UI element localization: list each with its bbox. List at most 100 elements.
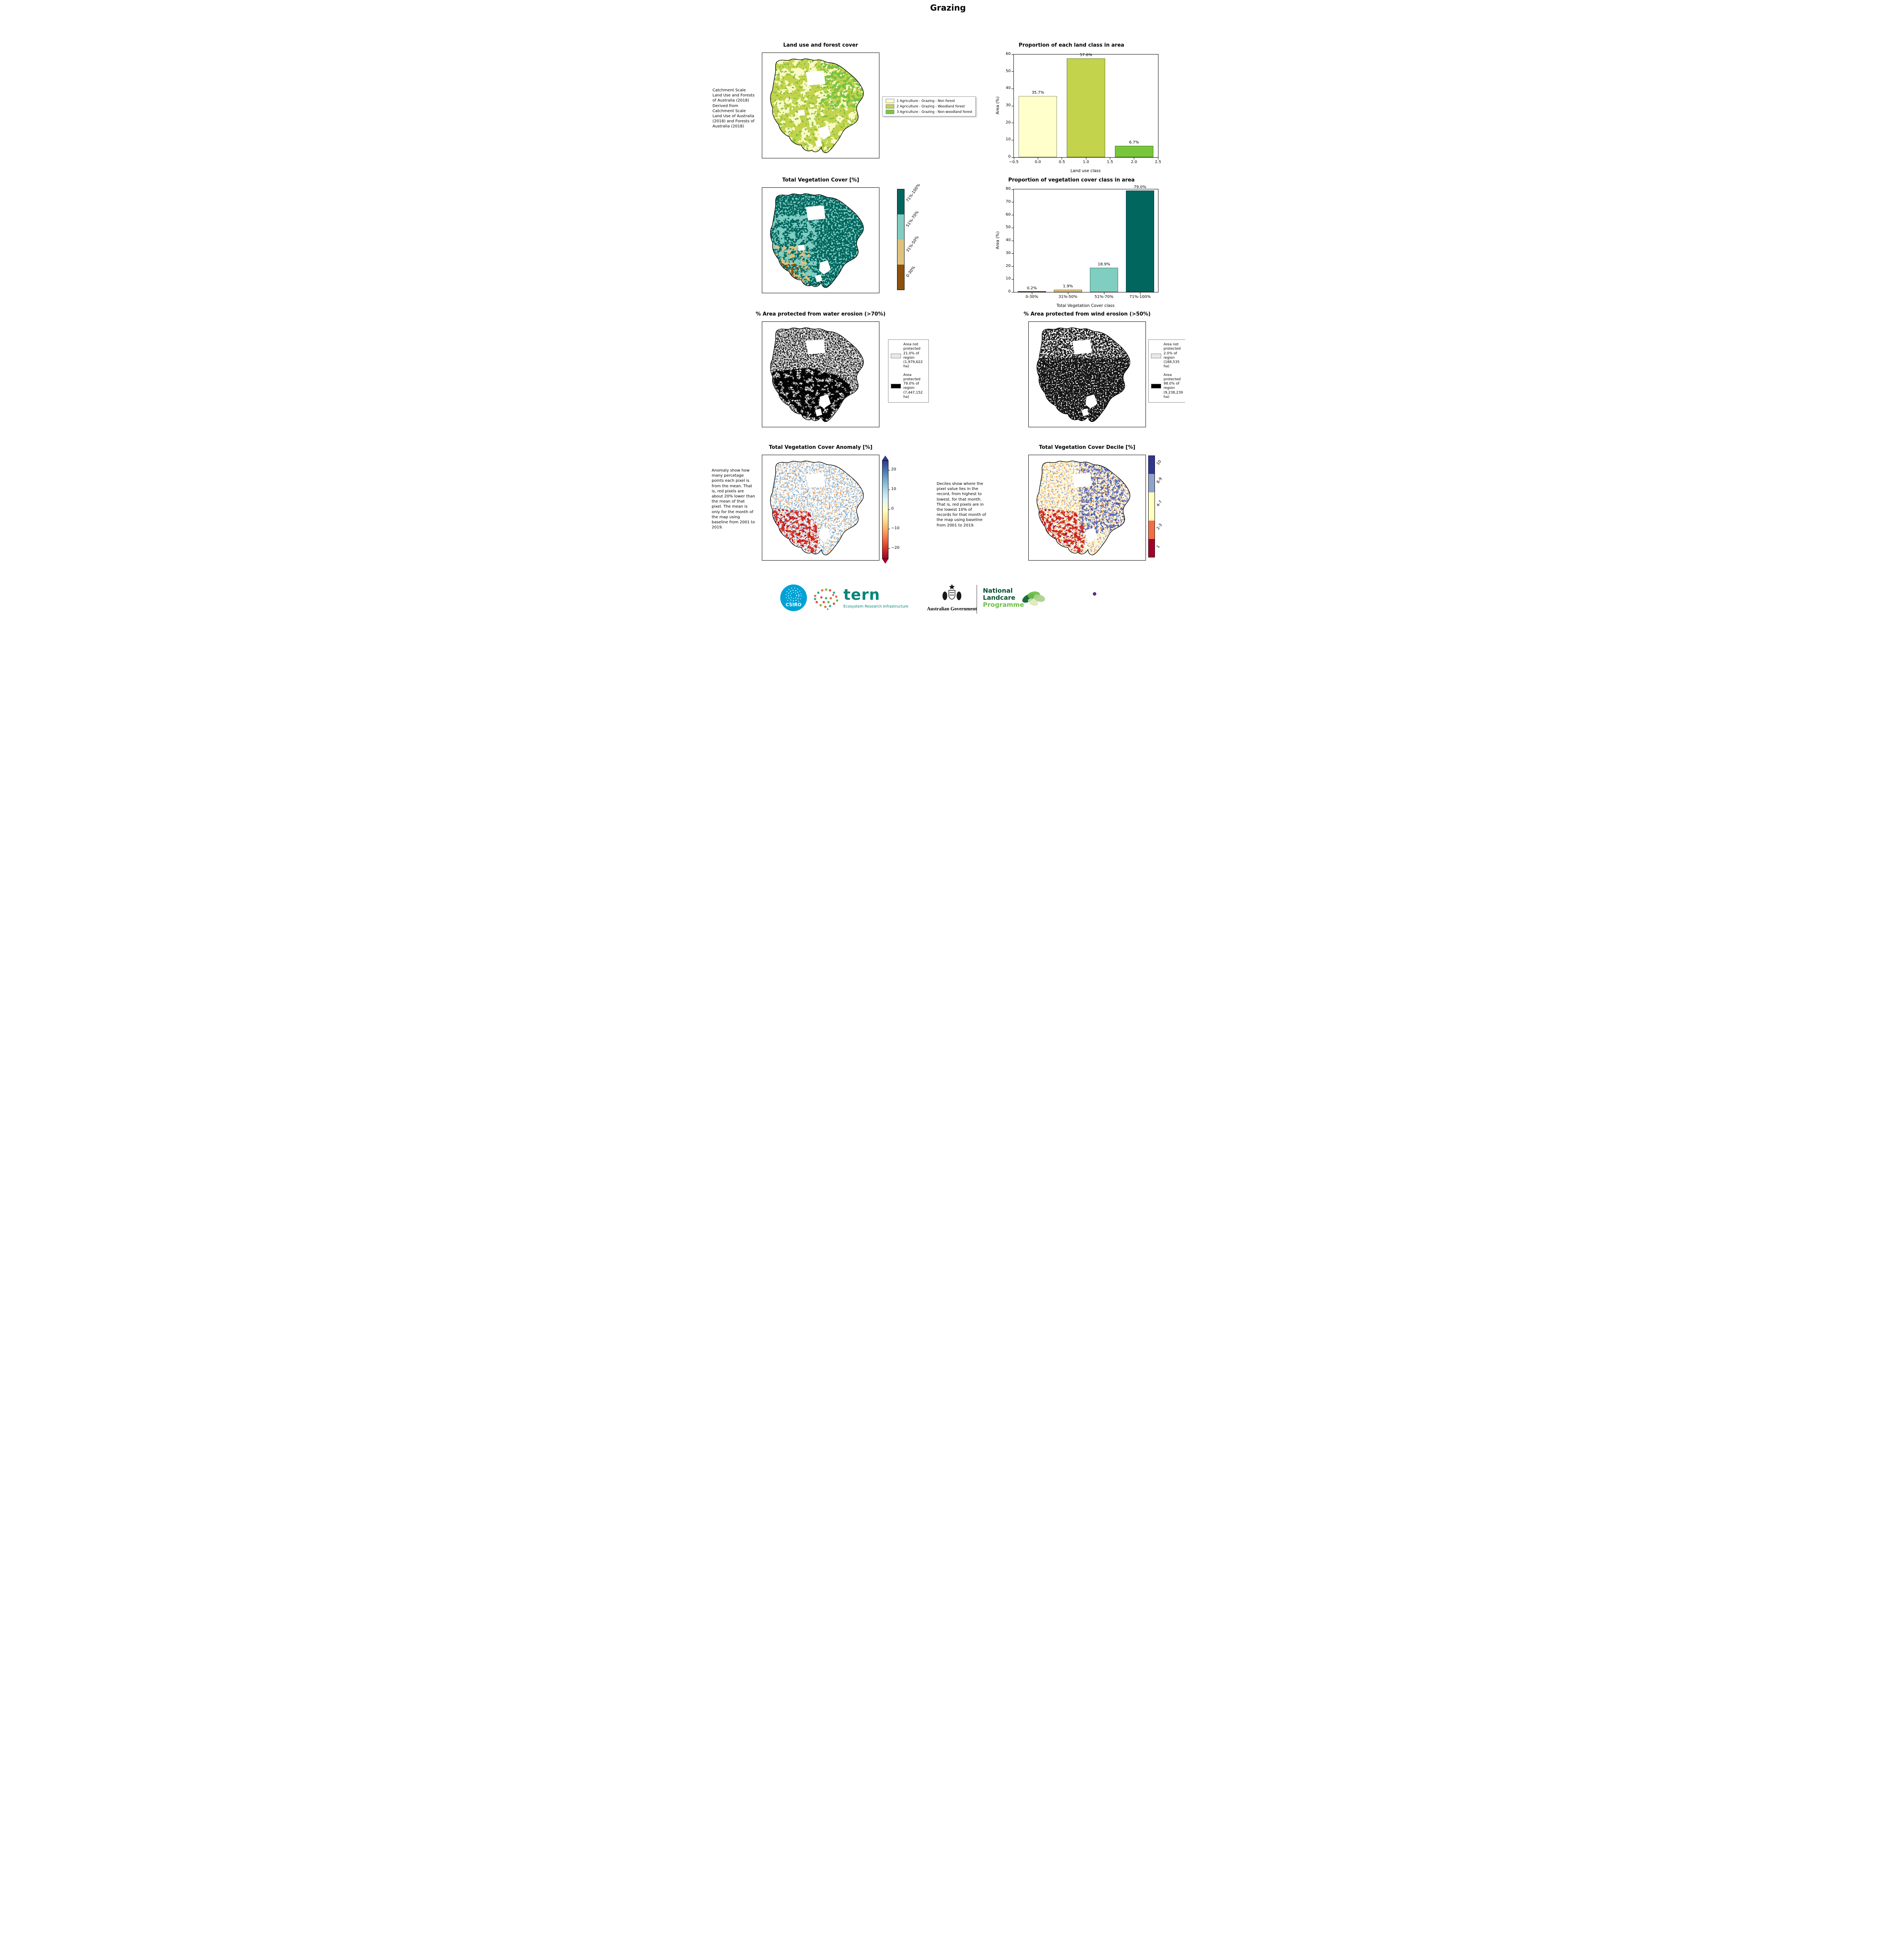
x-tick-label: 0-30%	[1025, 295, 1039, 299]
legend-label: 2 Agriculture - Grazing - Woodland fores…	[897, 104, 965, 109]
land-class-chart: Area (%) 0 10 20 30 40 50 60 −0.5 0.0 0.5 1.0 1.5 2.…	[986, 52, 1161, 185]
footer-logos: CSIRO tern Ecosystem Research Infrastruc…	[711, 583, 1185, 619]
nsw-government-sublabel: GOVERNMENT	[1084, 610, 1106, 612]
legend-entry: Area not protected 21.0% of region (1,97…	[891, 343, 926, 369]
landcare-line-2: Landcare	[983, 593, 1015, 601]
colorbar-tick-label: 10	[891, 487, 896, 491]
bar-value-label: 35.7%	[1031, 91, 1044, 95]
colorbar-arrow-down	[882, 559, 888, 564]
water-erosion-map-title: % Area protected from water erosion (>70…	[756, 311, 886, 317]
colorbar-label: 0-30%	[905, 265, 916, 278]
y-tick-label: 0	[1008, 289, 1011, 294]
colorbar-tick	[888, 509, 890, 510]
bar-value-label: 0.2%	[1027, 286, 1037, 291]
bar	[1066, 58, 1106, 157]
wind-erosion-map-title: % Area protected from wind erosion (>50%…	[1024, 311, 1151, 317]
colorbar-segment	[1149, 521, 1155, 539]
y-tick	[1011, 266, 1013, 267]
colorbar-label: 4-7	[1156, 499, 1163, 508]
x-axis-label: Land use class	[1070, 169, 1101, 173]
colorbar-segment	[1149, 474, 1155, 492]
legend-swatch	[886, 110, 894, 114]
y-tick-label: 50	[1006, 225, 1011, 230]
nsw-government-logo: NSW GOVERNMENT	[1080, 584, 1109, 614]
y-tick-label: 60	[1006, 212, 1011, 217]
bar-value-label: 6.7%	[1129, 140, 1139, 145]
legend-entry: Area protected 79.0% of region (7,447,15…	[891, 373, 926, 400]
colorbar-label: 1	[1156, 544, 1161, 549]
coat-of-arms-icon	[943, 584, 961, 600]
legend-swatch	[886, 99, 894, 103]
tern-wordmark: tern	[843, 586, 880, 603]
wind-erosion-map	[1028, 321, 1146, 427]
bar	[1054, 289, 1082, 292]
y-tick	[1011, 54, 1013, 55]
colorbar-segment	[897, 189, 904, 214]
x-tick-label: 1.5	[1107, 160, 1113, 164]
nsw-label: NSW	[1086, 602, 1103, 609]
csiro-logo: CSIRO	[780, 584, 807, 612]
legend-label: Area not protected 2.0% of region (188,5…	[1164, 343, 1181, 369]
decile-map-title: Total Vegetation Cover Decile [%]	[1039, 445, 1135, 450]
legend-swatch	[1151, 353, 1161, 358]
legend-entry: 2 Agriculture - Grazing - Woodland fores…	[886, 104, 972, 109]
landcare-leaves-icon	[1022, 591, 1045, 606]
veg-class-chart-title: Proportion of vegetation cover class in …	[1008, 177, 1135, 183]
anomaly-map	[762, 455, 879, 561]
decile-map	[1028, 455, 1146, 561]
bar	[1126, 191, 1154, 292]
legend-swatch	[1151, 384, 1161, 389]
australia-dots-art	[814, 588, 838, 610]
decile-colorbar: 10 8-9 4-7 2-3 1	[1148, 456, 1163, 557]
y-tick-label: 80	[1006, 187, 1011, 191]
colorbar-segment	[897, 214, 904, 240]
legend-entry: Area protected 98.0% of region (9,238,23…	[1151, 373, 1185, 400]
bar-value-label: 1.9%	[1063, 284, 1073, 289]
australian-government-label: Australian Government	[927, 606, 977, 612]
y-tick-label: 20	[1006, 120, 1011, 125]
y-tick-label: 0	[1008, 154, 1011, 159]
colorbar-label: 51%-70%	[905, 210, 920, 228]
land-class-chart-title: Proportion of each land class in area	[1019, 42, 1124, 48]
land-use-legend: 1 Agriculture - Grazing - Non forest 2 Ag…	[882, 96, 976, 116]
colorbar-segment	[897, 240, 904, 265]
x-tick-label: 71%-100%	[1129, 295, 1151, 299]
water-erosion-map	[762, 321, 879, 427]
land-use-map-title: Land use and forest cover	[783, 42, 858, 48]
colorbar-tick-label: −20	[891, 546, 900, 550]
anomaly-colorbar: 20 10 0 −10 −20	[882, 456, 899, 564]
bar-value-label: 79.0%	[1134, 185, 1146, 190]
y-tick-label: 60	[1006, 52, 1011, 56]
colorbar-segment	[1149, 539, 1155, 557]
colorbar-label: 71%-100%	[905, 183, 921, 203]
land-use-map	[762, 53, 879, 158]
water-erosion-legend: Area not protected 21.0% of region (1,97…	[888, 339, 929, 403]
tern-tagline: Ecosystem Research Infrastructure	[843, 604, 909, 609]
x-axis-label: Total Vegetation Cover class	[1057, 303, 1115, 308]
plot-area: 0 10 20 30 40 50 60 −0.5 0.0 0.5 1.0 1.5 2.0 2.5 35.7%…	[1006, 52, 1161, 164]
y-tick	[1011, 157, 1013, 158]
anomaly-map-title: Total Vegetation Cover Anomaly [%]	[769, 445, 873, 450]
bar	[1018, 291, 1046, 292]
y-tick	[1011, 253, 1013, 254]
x-tick-label: 31%-50%	[1058, 295, 1078, 299]
colorbar-segment	[897, 265, 904, 290]
x-tick-label: 2.5	[1155, 160, 1161, 164]
y-tick-label: 10	[1006, 137, 1011, 142]
australian-government-logo: Australian Government	[923, 583, 981, 612]
page-title: Grazing	[930, 3, 966, 13]
wind-erosion-legend: Area not protected 2.0% of region (188,5…	[1148, 339, 1185, 403]
legend-label: Area protected 98.0% of region (9,238,23…	[1164, 373, 1183, 399]
anomaly-note: Anomaly show how many percetage points e…	[712, 468, 755, 530]
colorbar-tick-label: −10	[891, 526, 900, 530]
legend-entry: 1 Agriculture - Grazing - Non forest	[886, 99, 972, 103]
veg-cover-map-title: Total Vegetation Cover [%]	[782, 177, 859, 183]
colorbar-label: 8-9	[1156, 476, 1163, 485]
colorbar-segment	[1149, 492, 1155, 521]
legend-label: Area not protected 21.0% of region (1,97…	[903, 343, 923, 369]
bar-value-label: 57.6%	[1080, 53, 1092, 58]
legend-label: Area protected 79.0% of region (7,447,15…	[903, 373, 923, 399]
colorbar-label: 2-3	[1156, 523, 1163, 531]
landcare-line-3: Programme	[983, 601, 1024, 608]
y-tick	[1011, 71, 1013, 72]
